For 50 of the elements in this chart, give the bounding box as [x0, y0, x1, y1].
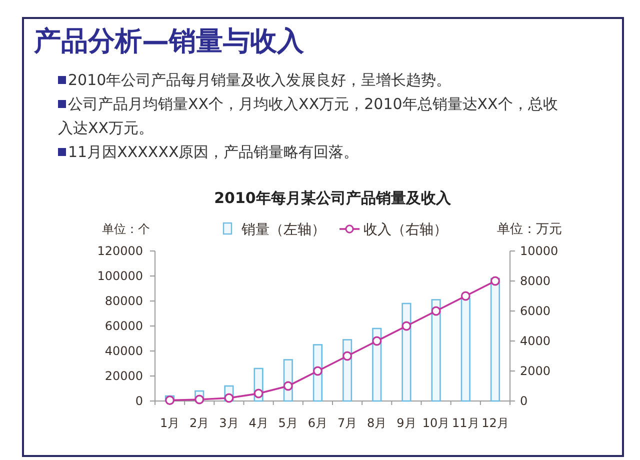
y2-tick-label: 10000: [520, 244, 558, 258]
x-tick-label: 6月: [308, 416, 328, 430]
x-tick-label: 4月: [248, 416, 268, 430]
y2-tick-label: 6000: [520, 304, 551, 318]
y-tick-label: 20000: [104, 369, 143, 384]
x-tick-label: 1月: [160, 416, 180, 430]
text: 公司产品月均销量XX个，月均收入XX万元，2010年总销量达XX个，总收入达XX万元。: [58, 95, 558, 137]
x-tick-label: 8月: [367, 416, 387, 430]
y2-tick-label: 0: [520, 394, 528, 408]
point: [460, 291, 470, 301]
y2-axis-title: 单位：万元: [497, 222, 562, 237]
point: [165, 396, 174, 405]
chart-title: 产品分析—销量与收入: [34, 26, 304, 58]
point: [194, 394, 204, 404]
y-axis-title: 单位：个: [102, 222, 150, 236]
y2-tick-label: 8000: [520, 274, 551, 288]
point: [372, 336, 382, 346]
y2-tick-label: 4000: [520, 334, 551, 348]
point: [224, 393, 234, 403]
y-tick-label: 60000: [104, 319, 143, 334]
y-tick-label: 120000: [97, 244, 143, 258]
x-tick-label: 12月: [482, 416, 509, 430]
legend-label: 收入（右轴）: [364, 222, 448, 238]
text: 11月因XXXXXX原因，产品销量略有回落。: [68, 143, 359, 161]
y2-tick-label: 2000: [520, 364, 551, 378]
x-tick-label: 11月: [452, 416, 480, 430]
x-tick-label: 3月: [219, 416, 239, 430]
point: [431, 306, 441, 316]
point: [313, 366, 322, 376]
y-tick-label: 100000: [97, 269, 143, 284]
chart-subtitle: 2010年每月某公司产品销量及收入: [214, 189, 452, 207]
bar: [402, 302, 412, 402]
y-tick-label: 80000: [104, 294, 143, 308]
bar: [490, 278, 500, 402]
point: [283, 381, 293, 391]
bar: [431, 299, 441, 402]
point: [342, 351, 352, 361]
point: [254, 388, 264, 398]
point: [402, 321, 412, 331]
x-tick-label: 2月: [190, 416, 210, 430]
legend-label: 销量（左轴）: [240, 222, 326, 238]
text: 2010年公司产品每月销量及收入发展良好，呈增长趋势。: [68, 71, 452, 89]
y-tick-label: 0: [135, 394, 143, 408]
y-tick-label: 40000: [104, 344, 143, 358]
x-tick-label: 5月: [278, 416, 298, 430]
point: [490, 276, 500, 286]
x-tick-label: 10月: [422, 416, 450, 430]
x-tick-label: 9月: [396, 416, 416, 430]
bar: [460, 298, 470, 402]
x-tick-label: 7月: [337, 416, 358, 430]
